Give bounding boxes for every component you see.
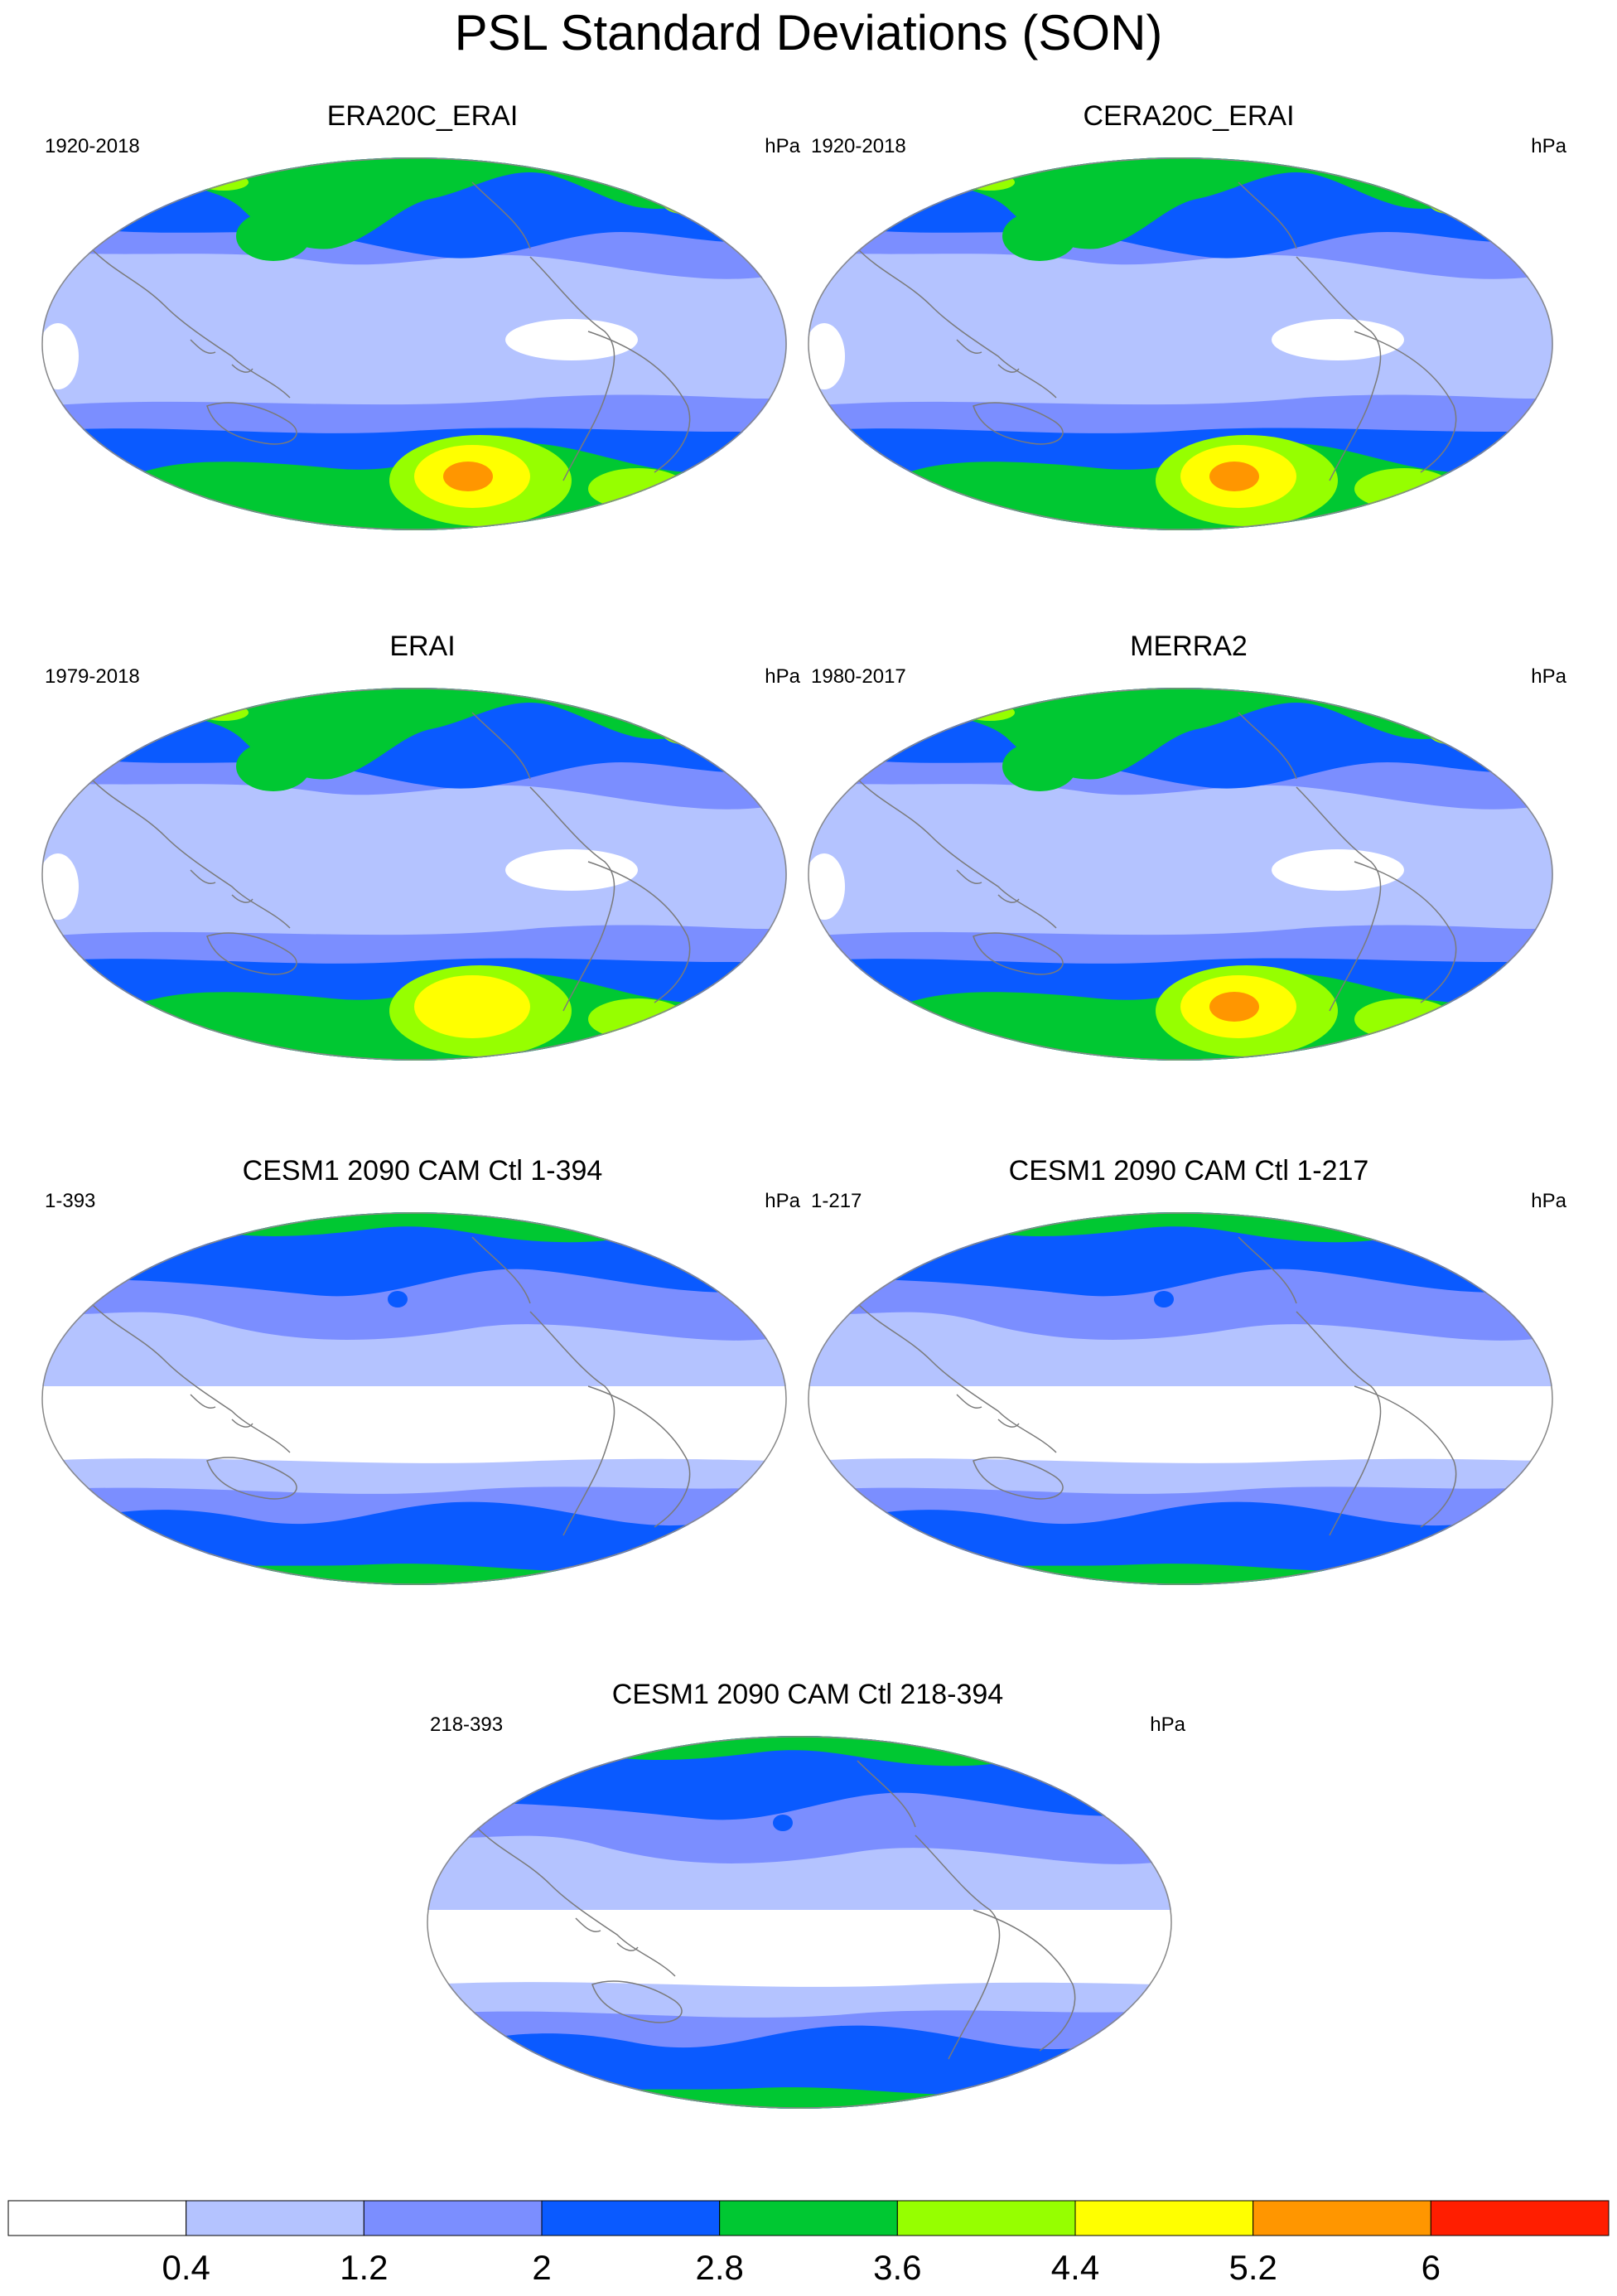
panel-title: ERAI: [389, 631, 456, 662]
panel-title: CESM1 2090 CAM Ctl 1-394: [242, 1155, 603, 1187]
map-panel: CERA20C_ERAI 1920-2018 hPa: [808, 99, 1570, 613]
panel-period: 1-393: [45, 1190, 96, 1212]
map-plot: [41, 157, 787, 530]
coastlines: [90, 712, 691, 1012]
map-panel: CESM1 2090 CAM Ctl 218-394 218-393 hPa: [427, 1678, 1189, 2192]
panel-period: 1-217: [811, 1190, 862, 1212]
colorbar-swatch: [1430, 2200, 1610, 2236]
colorbar-tick-label: 2.8: [695, 2248, 744, 2287]
panel-units: hPa: [765, 135, 800, 157]
colorbar-tick-label: 5.2: [1228, 2248, 1277, 2287]
coastlines: [857, 712, 1457, 1012]
contour-fill: [41, 157, 787, 530]
colorbar-swatch: [541, 2200, 721, 2236]
panel-units: hPa: [765, 1190, 800, 1212]
map-border: [808, 157, 1553, 530]
colorbar-swatch: [896, 2200, 1076, 2236]
colorbar-swatch: [1074, 2200, 1254, 2236]
figure-title: PSL Standard Deviations (SON): [454, 5, 1163, 60]
panel-title: CESM1 2090 CAM Ctl 218-394: [611, 1679, 1004, 1710]
colorbar-labels: 0.4 1.2 2 2.8 3.6 4.4 5.2 6: [0, 2247, 1617, 2289]
panel-title: MERRA2: [1130, 631, 1248, 662]
map-plot: [41, 1212, 787, 1585]
coastlines: [857, 1236, 1457, 1536]
panel-units: hPa: [1531, 1190, 1566, 1212]
map-panel: MERRA2 1980-2017 hPa: [808, 630, 1570, 1143]
coastlines: [475, 1760, 1076, 2060]
coastlines: [90, 1236, 691, 1536]
panel-units: hPa: [1531, 665, 1566, 688]
panel-units: hPa: [765, 665, 800, 688]
colorbar-tick-label: 4.4: [1050, 2248, 1100, 2287]
colorbar-tick-label: 2: [532, 2248, 552, 2287]
contour-fill: [41, 688, 787, 1061]
map-plot: [808, 157, 1553, 530]
contour-fill: [41, 1212, 787, 1585]
map-plot: [41, 688, 787, 1061]
map-plot: [808, 1212, 1553, 1585]
map-border: [41, 688, 787, 1061]
colorbar-tick-label: 1.2: [340, 2248, 389, 2287]
panel-period: 1920-2018: [45, 135, 140, 157]
panel-title: ERA20C_ERAI: [326, 100, 519, 132]
contour-fill: [808, 688, 1553, 1061]
colorbar-tick-label: 6: [1421, 2248, 1441, 2287]
map-panel: CESM1 2090 CAM Ctl 1-217 1-217 hPa: [808, 1154, 1570, 1668]
colorbar-swatch: [363, 2200, 543, 2236]
colorbar-tick-label: 0.4: [162, 2248, 210, 2287]
panel-title: CERA20C_ERAI: [1083, 100, 1295, 132]
map-border: [41, 1212, 787, 1585]
colorbar-swatch: [186, 2200, 364, 2236]
map-plot: [427, 1736, 1172, 2109]
map-border: [427, 1736, 1172, 2109]
colorbar: [7, 2200, 1610, 2236]
contour-fill: [808, 1212, 1553, 1585]
panel-units: hPa: [1150, 1714, 1185, 1736]
contour-fill: [427, 1736, 1172, 2109]
colorbar-swatch: [7, 2200, 187, 2236]
map-panel: ERAI 1979-2018 hPa: [41, 630, 804, 1143]
map-border: [808, 1212, 1553, 1585]
map-plot: [808, 688, 1553, 1061]
colorbar-tick-label: 3.6: [873, 2248, 922, 2287]
colorbar-swatch: [1253, 2200, 1431, 2236]
panel-period: 1979-2018: [45, 665, 140, 688]
colorbar-swatch: [719, 2200, 898, 2236]
map-border: [41, 157, 787, 530]
map-border: [808, 688, 1553, 1061]
panel-period: 1920-2018: [811, 135, 906, 157]
contour-fill: [808, 157, 1553, 530]
panel-period: 1980-2017: [811, 665, 906, 688]
coastlines: [90, 181, 691, 481]
panel-units: hPa: [1531, 135, 1566, 157]
coastlines: [857, 181, 1457, 481]
panel-title: CESM1 2090 CAM Ctl 1-217: [1008, 1155, 1369, 1187]
map-panel: ERA20C_ERAI 1920-2018 hPa: [41, 99, 804, 613]
map-panel: CESM1 2090 CAM Ctl 1-394 1-393 hPa: [41, 1154, 804, 1668]
panel-period: 218-393: [430, 1714, 504, 1736]
